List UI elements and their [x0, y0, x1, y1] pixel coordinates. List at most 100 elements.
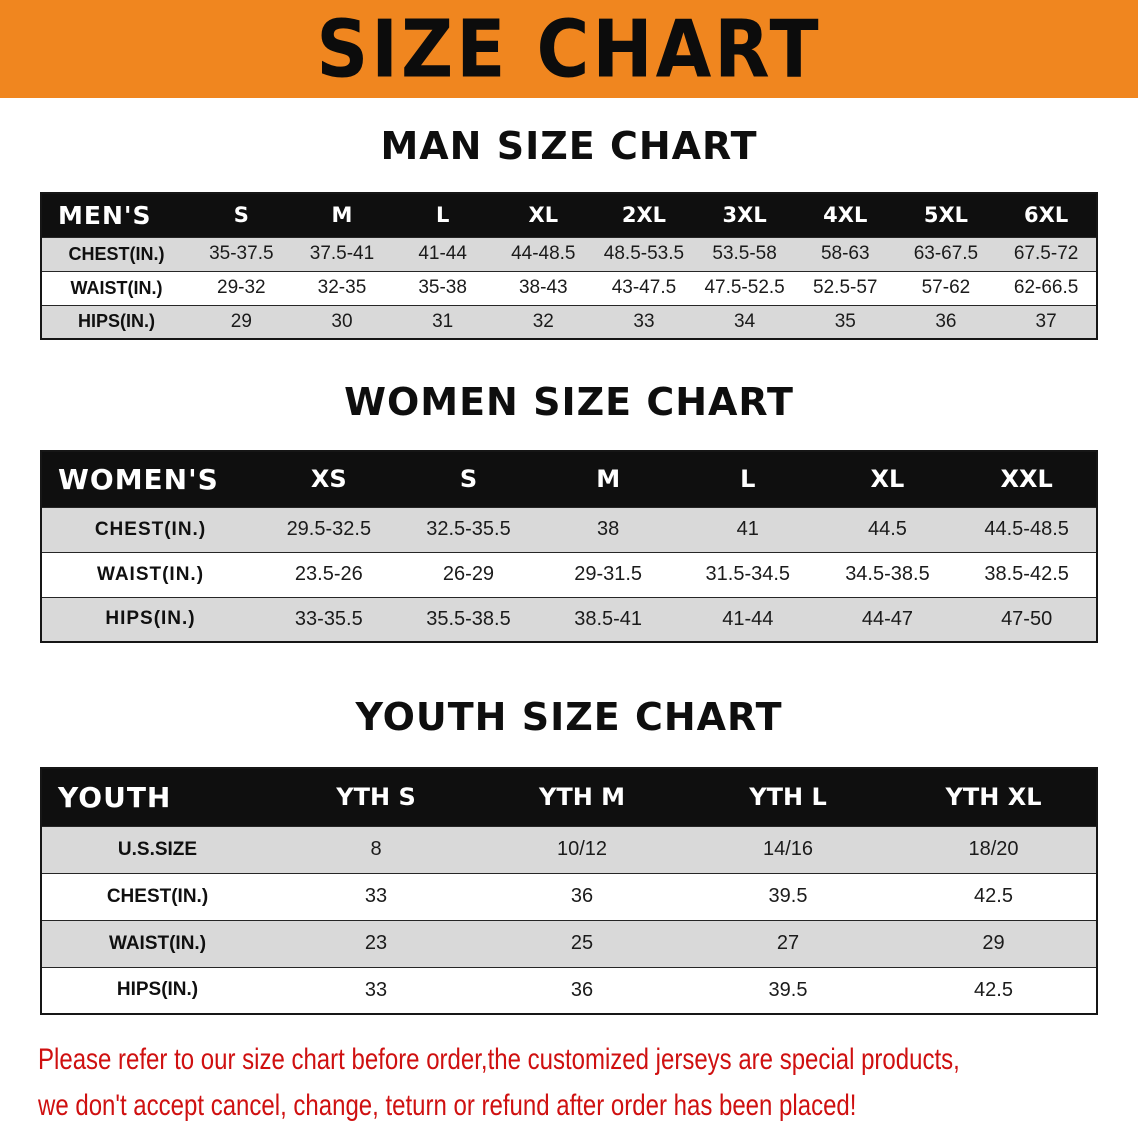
size-value-cell: 44-48.5: [492, 236, 594, 271]
row-label: HIPS(IN.): [41, 596, 259, 642]
size-value-cell: 31: [392, 304, 493, 339]
column-header: 5XL: [895, 193, 997, 237]
size-value-cell: 38-43: [492, 270, 594, 305]
column-header: YTH M: [479, 768, 685, 826]
row-label: U.S.SIZE: [41, 825, 273, 873]
row-label: HIPS(IN.): [41, 966, 273, 1014]
column-header: XS: [259, 451, 399, 507]
size-value-cell: 57-62: [895, 270, 997, 305]
size-value-cell: 8: [273, 825, 479, 873]
size-value-cell: 23: [273, 919, 479, 967]
size-value-cell: 33-35.5: [259, 596, 399, 642]
size-value-cell: 38.5-42.5: [957, 551, 1097, 597]
women-size-table: WOMEN'S XS S M L XL XXL CHEST(IN.) 29.5-32.5 32.5…: [40, 450, 1098, 643]
youth-size-table: YOUTH YTH S YTH M YTH L YTH XL U.S.SIZE 8 10/12…: [40, 767, 1098, 1015]
size-value-cell: 62-66.5: [996, 270, 1097, 305]
size-value-cell: 58-63: [794, 236, 896, 271]
table-title-cell: WOMEN'S: [41, 451, 259, 507]
size-value-cell: 41: [677, 506, 818, 552]
column-header: 4XL: [794, 193, 896, 237]
disclaimer-line-2: we don't accept cancel, change, teturn o…: [38, 1089, 857, 1122]
size-value-cell: 35-37.5: [191, 236, 292, 271]
column-header: M: [291, 193, 393, 237]
women-chart-heading: WOMEN SIZE CHART: [344, 380, 794, 424]
size-value-cell: 36: [895, 304, 997, 339]
size-value-cell: 41-44: [392, 236, 493, 271]
size-value-cell: 36: [479, 966, 685, 1014]
size-value-cell: 39.5: [685, 872, 891, 920]
column-header: S: [191, 193, 292, 237]
size-value-cell: 33: [593, 304, 695, 339]
row-label: CHEST(IN.): [41, 236, 191, 271]
column-header: 6XL: [996, 193, 1097, 237]
size-value-cell: 25: [479, 919, 685, 967]
youth-size-section: YOUTH SIZE CHART YOUTH YTH S YTH M YTH L YTH…: [0, 695, 1138, 1015]
row-label: WAIST(IN.): [41, 270, 191, 305]
youth-chart-heading: YOUTH SIZE CHART: [355, 695, 783, 739]
size-value-cell: 44-47: [817, 596, 958, 642]
table-row: WAIST(IN.) 23 25 27 29: [41, 919, 1097, 967]
table-row: CHEST(IN.) 33 36 39.5 42.5: [41, 872, 1097, 920]
size-value-cell: 32: [492, 304, 594, 339]
size-value-cell: 43-47.5: [593, 270, 695, 305]
size-value-cell: 23.5-26: [259, 551, 399, 597]
row-label: CHEST(IN.): [41, 872, 273, 920]
column-header: 2XL: [593, 193, 695, 237]
size-value-cell: 29.5-32.5: [259, 506, 399, 552]
size-value-cell: 47.5-52.5: [694, 270, 795, 305]
table-row: CHEST(IN.) 29.5-32.5 32.5-35.5 38 41 44.5 44.5…: [41, 506, 1097, 552]
table-row: HIPS(IN.) 33-35.5 35.5-38.5 38.5-41 41-44 44-…: [41, 596, 1097, 642]
table-row: HIPS(IN.) 33 36 39.5 42.5: [41, 966, 1097, 1014]
women-size-section: WOMEN SIZE CHART WOMEN'S XS S M L XL XXL CHEST(…: [0, 380, 1138, 643]
size-value-cell: 42.5: [891, 966, 1097, 1014]
size-value-cell: 31.5-34.5: [677, 551, 818, 597]
size-value-cell: 18/20: [891, 825, 1097, 873]
table-row: WAIST(IN.) 29-32 32-35 35-38 38-43 43-47.5 47.…: [41, 270, 1097, 305]
column-header: XXL: [957, 451, 1097, 507]
size-value-cell: 27: [685, 919, 891, 967]
size-value-cell: 10/12: [479, 825, 685, 873]
column-header: YTH L: [685, 768, 891, 826]
size-chart-banner: SIZE CHART: [0, 0, 1138, 98]
row-label: HIPS(IN.): [41, 304, 191, 339]
size-value-cell: 37: [996, 304, 1097, 339]
size-value-cell: 38.5-41: [538, 596, 678, 642]
disclaimer: Please refer to our size chart before or…: [0, 1037, 1138, 1129]
size-value-cell: 14/16: [685, 825, 891, 873]
size-value-cell: 63-67.5: [895, 236, 997, 271]
table-row: U.S.SIZE 8 10/12 14/16 18/20: [41, 825, 1097, 873]
size-value-cell: 29-32: [191, 270, 292, 305]
size-value-cell: 32-35: [291, 270, 393, 305]
size-value-cell: 34: [694, 304, 795, 339]
column-header: S: [398, 451, 539, 507]
size-value-cell: 33: [273, 872, 479, 920]
size-value-cell: 48.5-53.5: [593, 236, 695, 271]
size-value-cell: 41-44: [677, 596, 818, 642]
size-value-cell: 67.5-72: [996, 236, 1097, 271]
size-value-cell: 52.5-57: [794, 270, 896, 305]
column-header: XL: [817, 451, 958, 507]
size-value-cell: 32.5-35.5: [398, 506, 539, 552]
size-value-cell: 35.5-38.5: [398, 596, 539, 642]
table-row: CHEST(IN.) 35-37.5 37.5-41 41-44 44-48.5 48.5…: [41, 236, 1097, 271]
size-value-cell: 53.5-58: [694, 236, 795, 271]
table-row: WAIST(IN.) 23.5-26 26-29 29-31.5 31.5-34.5 34…: [41, 551, 1097, 597]
size-chart-title: SIZE CHART: [316, 2, 822, 96]
row-label: WAIST(IN.): [41, 551, 259, 597]
table-title-cell: MEN'S: [41, 193, 191, 237]
table-header-row: YOUTH YTH S YTH M YTH L YTH XL: [41, 768, 1097, 826]
men-size-table: MEN'S S M L XL 2XL 3XL 4XL 5XL 6XL CHEST(IN.) 35-37…: [40, 192, 1098, 340]
size-value-cell: 38: [538, 506, 678, 552]
column-header: XL: [492, 193, 594, 237]
size-value-cell: 35: [794, 304, 896, 339]
size-value-cell: 30: [291, 304, 393, 339]
men-size-section: MAN SIZE CHART MEN'S S M L XL 2XL 3XL 4XL 5XL 6XL…: [0, 124, 1138, 340]
table-row: HIPS(IN.) 29 30 31 32 33 34 35 36 37: [41, 304, 1097, 339]
size-value-cell: 26-29: [398, 551, 539, 597]
column-header: L: [392, 193, 493, 237]
size-value-cell: 36: [479, 872, 685, 920]
size-value-cell: 29: [191, 304, 292, 339]
size-value-cell: 44.5-48.5: [957, 506, 1097, 552]
table-title-cell: YOUTH: [41, 768, 273, 826]
size-value-cell: 44.5: [817, 506, 958, 552]
